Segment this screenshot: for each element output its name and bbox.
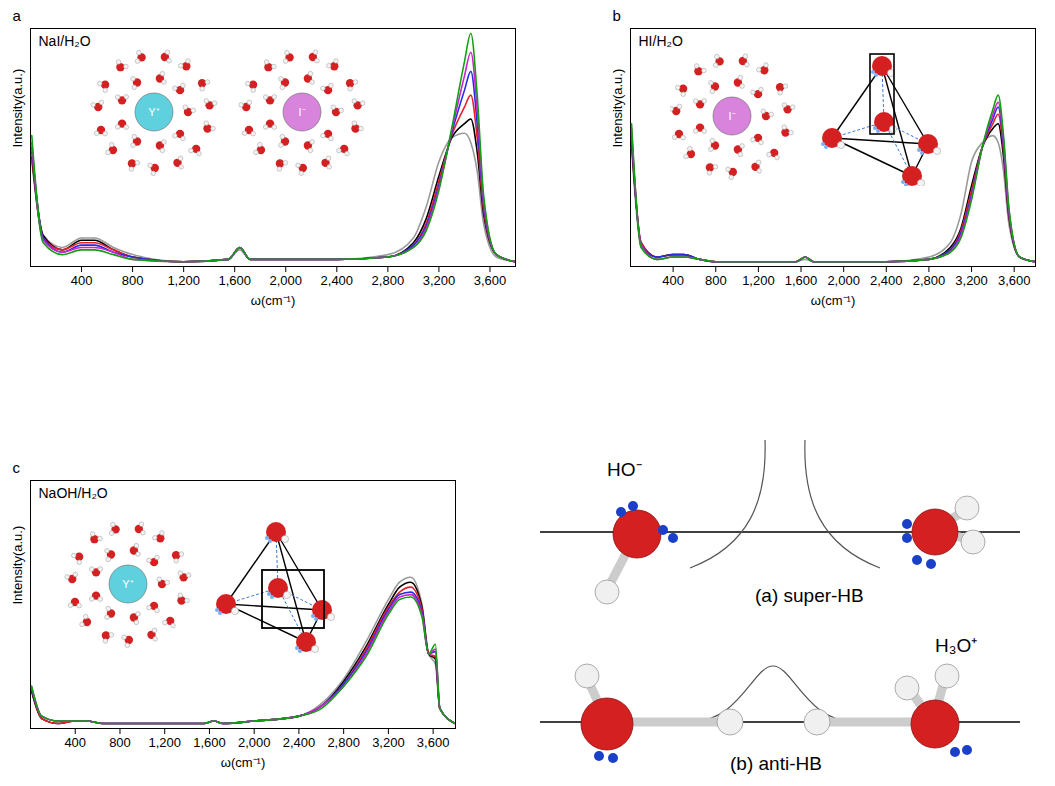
svg-text:800: 800: [705, 273, 727, 288]
svg-text:Intensity(a.u.): Intensity(a.u.): [10, 526, 25, 605]
svg-text:2,400: 2,400: [283, 735, 316, 750]
svg-text:2,400: 2,400: [321, 273, 354, 288]
svg-text:1,200: 1,200: [148, 735, 181, 750]
svg-text:400: 400: [662, 273, 684, 288]
svg-text:ω(cm⁻¹): ω(cm⁻¹): [251, 293, 295, 308]
svg-text:NaI/H₂O: NaI/H₂O: [39, 33, 91, 49]
svg-text:1,600: 1,600: [218, 273, 251, 288]
svg-text:3,600: 3,600: [417, 735, 450, 750]
svg-text:400: 400: [71, 273, 93, 288]
svg-text:1,600: 1,600: [785, 273, 818, 288]
svg-text:H₃O⁺: H₃O⁺: [935, 635, 977, 656]
svg-text:400: 400: [64, 735, 86, 750]
svg-text:800: 800: [122, 273, 144, 288]
svg-text:3,200: 3,200: [423, 273, 456, 288]
svg-text:I⁻: I⁻: [728, 110, 735, 122]
svg-text:(b) anti-HB: (b) anti-HB: [730, 753, 822, 774]
svg-text:b: b: [613, 7, 621, 24]
svg-text:800: 800: [109, 735, 131, 750]
svg-text:(a) super-HB: (a) super-HB: [755, 585, 864, 606]
svg-text:Intensity(a.u.): Intensity(a.u.): [10, 69, 25, 148]
svg-text:3,600: 3,600: [998, 273, 1031, 288]
svg-text:2,000: 2,000: [238, 735, 271, 750]
svg-text:2,800: 2,800: [372, 273, 405, 288]
svg-text:Y⁺: Y⁺: [148, 106, 159, 118]
svg-text:a: a: [13, 7, 22, 24]
svg-text:Intensity(a.u.): Intensity(a.u.): [610, 69, 625, 148]
svg-text:HI/H₂O: HI/H₂O: [639, 33, 683, 49]
svg-text:2,800: 2,800: [913, 273, 946, 288]
svg-text:1,200: 1,200: [167, 273, 200, 288]
svg-text:I⁻: I⁻: [298, 106, 305, 118]
svg-text:2,000: 2,000: [827, 273, 860, 288]
svg-text:3,200: 3,200: [955, 273, 988, 288]
svg-text:2,800: 2,800: [327, 735, 360, 750]
svg-text:2,000: 2,000: [269, 273, 302, 288]
svg-text:NaOH/H₂O: NaOH/H₂O: [39, 485, 108, 501]
svg-text:ω(cm⁻¹): ω(cm⁻¹): [811, 293, 855, 308]
svg-text:1,600: 1,600: [193, 735, 226, 750]
svg-text:2,400: 2,400: [870, 273, 903, 288]
svg-text:Y⁺: Y⁺: [122, 578, 133, 590]
svg-text:ω(cm⁻¹): ω(cm⁻¹): [221, 755, 265, 770]
svg-text:3,600: 3,600: [474, 273, 507, 288]
svg-text:c: c: [13, 459, 21, 476]
svg-text:3,200: 3,200: [372, 735, 405, 750]
svg-text:1,200: 1,200: [742, 273, 775, 288]
svg-text:HO⁻: HO⁻: [607, 459, 642, 480]
